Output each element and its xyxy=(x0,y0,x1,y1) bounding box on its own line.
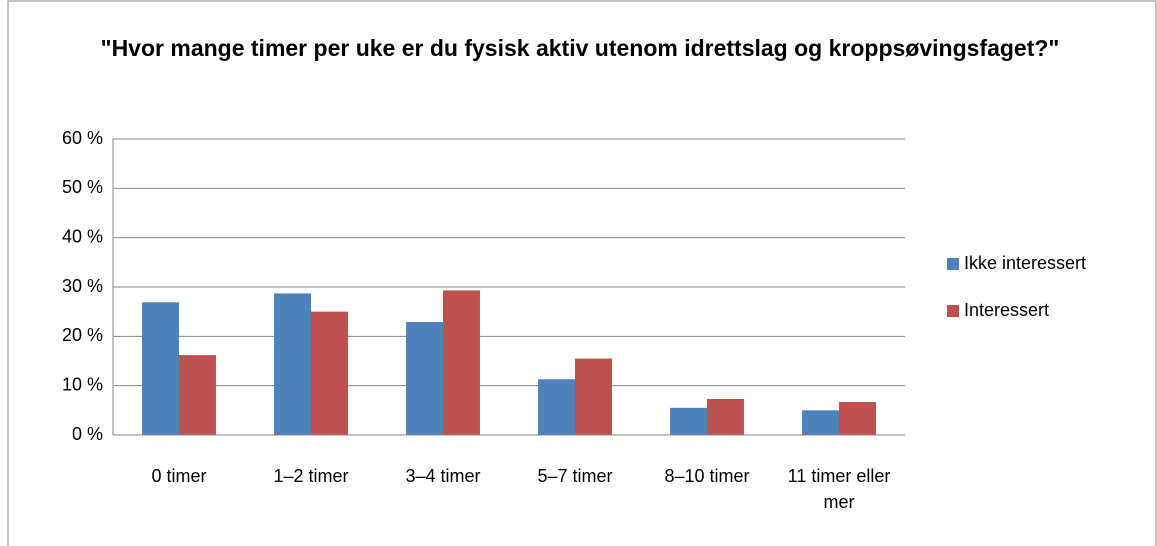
legend-swatch xyxy=(947,305,959,317)
bar xyxy=(839,401,876,435)
bar xyxy=(707,398,744,435)
y-tick-label: 30 % xyxy=(62,276,103,296)
bar xyxy=(538,379,575,435)
legend-label: Interessert xyxy=(964,300,1049,320)
chart-title: "Hvor mange timer per uke er du fysisk a… xyxy=(100,35,1060,61)
y-tick-label: 60 % xyxy=(62,128,103,148)
x-tick-label: 3–4 timer xyxy=(405,466,481,486)
x-tick-label: 1–2 timer xyxy=(273,466,349,486)
bar xyxy=(575,358,612,435)
x-tick-label: 11 timer eller mer xyxy=(787,466,891,512)
bar xyxy=(142,302,179,435)
y-tick-label: 50 % xyxy=(62,177,103,197)
y-tick-label: 10 % xyxy=(62,374,103,394)
bar xyxy=(802,410,839,435)
y-tick-label: 20 % xyxy=(62,325,103,345)
chart-border xyxy=(7,0,1157,546)
x-tick-label: 8–10 timer xyxy=(664,466,750,486)
x-tick-label: 0 timer xyxy=(151,466,207,486)
bar xyxy=(670,407,707,435)
y-tick-label: 0 % xyxy=(72,424,103,444)
bar xyxy=(311,311,348,435)
bar xyxy=(179,355,216,435)
legend-label: Ikke interessert xyxy=(964,253,1086,273)
x-tick-label: 5–7 timer xyxy=(537,466,613,486)
y-tick-label: 40 % xyxy=(62,226,103,246)
legend-swatch xyxy=(947,258,959,270)
bar xyxy=(443,290,480,435)
bar xyxy=(274,293,311,435)
bar xyxy=(406,322,443,435)
